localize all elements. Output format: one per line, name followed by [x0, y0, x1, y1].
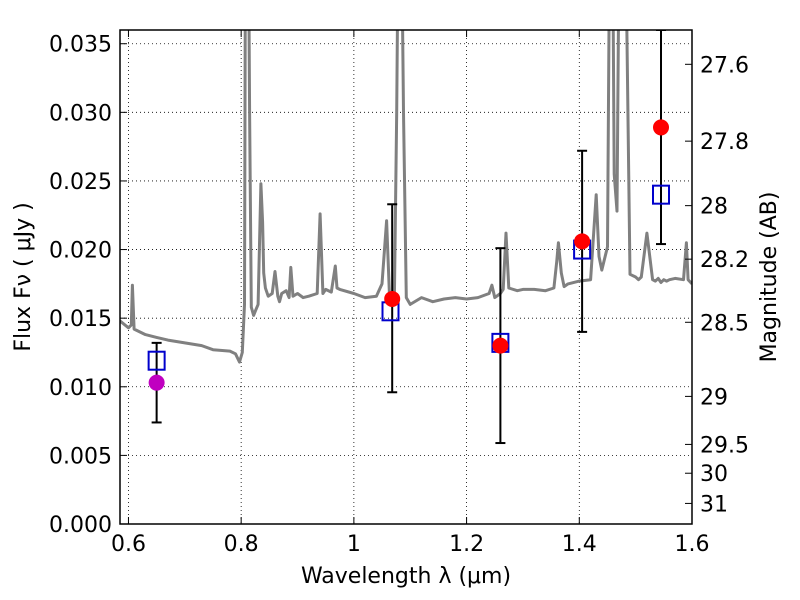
x-tick-label: 1 [347, 532, 361, 557]
x-tick-label: 1.2 [449, 532, 484, 557]
right-tick-label: 28.5 [700, 311, 749, 336]
right-tick-label: 27.8 [700, 130, 749, 155]
y-tick-label: 0.010 [49, 376, 112, 401]
x-tick-label: 0.6 [111, 532, 146, 557]
y-tick-label: 0.030 [49, 101, 112, 126]
y-tick-label: 0.035 [49, 33, 112, 58]
right-tick-label: 29.5 [700, 433, 749, 458]
y-tick-label: 0.000 [49, 513, 112, 538]
observed-point [148, 374, 165, 391]
ticks: 0.6 0.8 1 1.2 1.4 1.6 0.000 0.005 0.010 0.015 0.02… [49, 30, 749, 557]
observed-point [384, 290, 401, 307]
right-tick-label: 28 [700, 195, 728, 220]
model-spectrum-line [120, 30, 692, 364]
x-tick-label: 0.8 [224, 532, 259, 557]
y-axis-label: Flux Fν ( μJy ) [11, 202, 36, 351]
model-photometry-square [652, 184, 671, 205]
right-tick-label: 29 [700, 385, 728, 410]
right-tick-label: 30 [700, 462, 728, 487]
right-axis-label: Magnitude (AB) [757, 192, 782, 363]
y-tick-label: 0.015 [49, 307, 112, 332]
x-tick-label: 1.4 [562, 532, 597, 557]
plot-frame [119, 29, 693, 525]
x-tick-label: 1.6 [675, 532, 710, 557]
model-photometry-square [147, 350, 166, 371]
y-tick-label: 0.020 [49, 239, 112, 264]
data-layer [120, 30, 692, 445]
y-tick-label: 0.025 [49, 170, 112, 195]
right-tick-label: 27.6 [700, 53, 749, 78]
x-axis-label: Wavelength λ (μm) [301, 564, 511, 589]
observed-point [653, 119, 670, 136]
observed-point [574, 233, 591, 250]
right-tick-label: 31 [700, 492, 728, 517]
right-tick-label: 28.2 [700, 248, 749, 273]
observed-point [492, 337, 509, 354]
y-tick-label: 0.005 [49, 444, 112, 469]
